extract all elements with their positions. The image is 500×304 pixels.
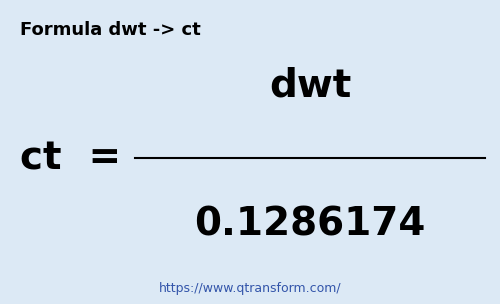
Text: Formula dwt -> ct: Formula dwt -> ct [20, 21, 201, 39]
Text: 0.1286174: 0.1286174 [194, 206, 426, 244]
Text: dwt: dwt [269, 66, 351, 104]
Text: ct  =: ct = [20, 139, 121, 177]
Text: https://www.qtransform.com/: https://www.qtransform.com/ [158, 282, 342, 295]
